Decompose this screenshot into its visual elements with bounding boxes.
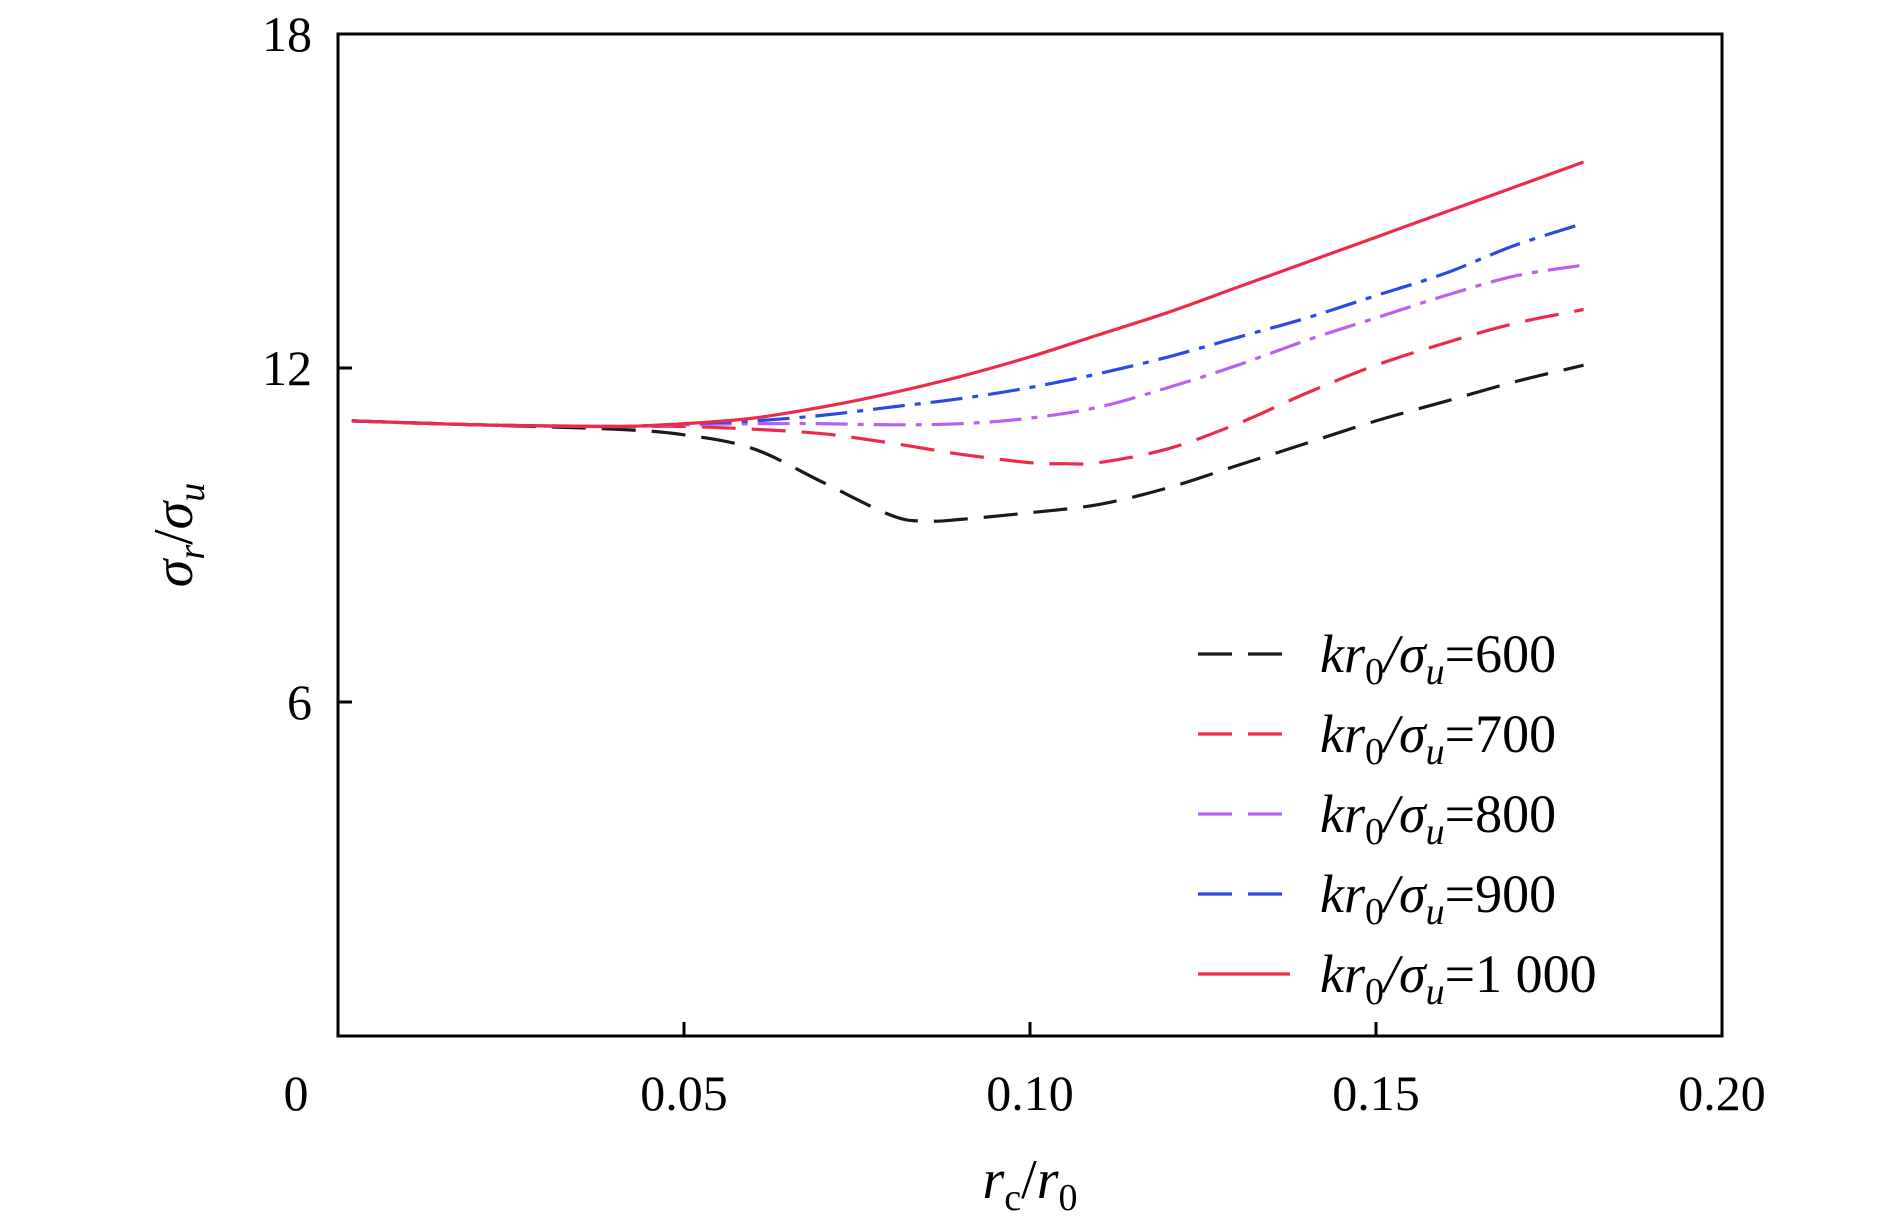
x-axis-title-sep: /	[1021, 1149, 1037, 1211]
legend-entry-part: u	[1426, 971, 1445, 1013]
series-line-2	[351, 307, 1584, 466]
series-layer	[351, 160, 1585, 523]
legend-entry-part: kr	[1320, 704, 1366, 764]
legend-entry-part: =600	[1445, 624, 1556, 684]
x-tick-label: 0	[284, 1065, 309, 1121]
legend-entry-part: u	[1426, 891, 1445, 933]
legend-entry-part: /σ	[1381, 944, 1428, 1004]
legend-entry-part: u	[1426, 651, 1445, 693]
legend-entry-part: kr	[1320, 624, 1366, 684]
legend-entry-part: =700	[1445, 704, 1556, 764]
legend-entry-part: kr	[1320, 944, 1366, 1004]
y-axis-title-main2: σ	[143, 499, 205, 529]
legend-entry-part: 0	[1365, 971, 1384, 1013]
tick-layer: 0 0.05 0.10 0.15 0.20 6 12 18	[262, 6, 1766, 1121]
legend-entry-part: 0	[1365, 731, 1384, 773]
x-tick-label: 0.10	[986, 1065, 1074, 1121]
legend-entry-part: /σ	[1381, 704, 1428, 764]
legend-entry-part: u	[1426, 811, 1445, 853]
x-axis-title: rc/r0	[982, 1149, 1077, 1219]
legend-entry-4: kr0/σu=900	[1320, 864, 1556, 933]
y-tick-label: 6	[287, 674, 312, 730]
legend-entry-part: 0	[1365, 811, 1384, 853]
legend-entry-part: u	[1426, 731, 1445, 773]
x-tick-label: 0.15	[1332, 1065, 1420, 1121]
y-axis-title-sub: r	[171, 545, 213, 560]
legend-entry-2: kr0/σu=700	[1320, 704, 1556, 773]
legend-entry-part: =800	[1445, 784, 1556, 844]
legend-entry-part: /σ	[1381, 864, 1428, 924]
legend-entry-part: /σ	[1381, 624, 1428, 684]
legend-entry-part: kr	[1320, 864, 1366, 924]
legend-entry-5: kr0/σu=1 000	[1320, 944, 1597, 1013]
legend-entry-part: =900	[1445, 864, 1556, 924]
legend-entry-1: kr0/σu=600	[1320, 624, 1556, 693]
y-axis-title-sep: /	[143, 529, 205, 545]
x-axis-title-sub: c	[1004, 1177, 1021, 1219]
legend-entry-part: /σ	[1381, 784, 1428, 844]
y-tick-label: 18	[262, 6, 312, 62]
x-axis-title-main2: r	[1037, 1149, 1059, 1211]
x-axis-title-sub2: 0	[1059, 1177, 1078, 1219]
y-tick-label: 12	[262, 340, 312, 396]
legend-entry-3: kr0/σu=800	[1320, 784, 1556, 853]
legend-entry-part: =1 000	[1445, 944, 1597, 1004]
y-axis-title: σr/σu	[143, 483, 213, 588]
legend: kr0/σu=600kr0/σu=700kr0/σu=800kr0/σu=900…	[1198, 624, 1597, 1013]
legend-entry-part: 0	[1365, 651, 1384, 693]
legend-entry-part: kr	[1320, 784, 1366, 844]
series-line-1	[351, 363, 1584, 523]
x-tick-label: 0.05	[640, 1065, 728, 1121]
series-line-5	[351, 160, 1585, 429]
legend-entry-part: 0	[1365, 891, 1384, 933]
y-axis-title-main: σ	[143, 557, 205, 587]
x-tick-label: 0.20	[1678, 1065, 1766, 1121]
x-axis-title-main: r	[982, 1149, 1004, 1211]
y-axis-title-sub2: u	[171, 483, 213, 502]
